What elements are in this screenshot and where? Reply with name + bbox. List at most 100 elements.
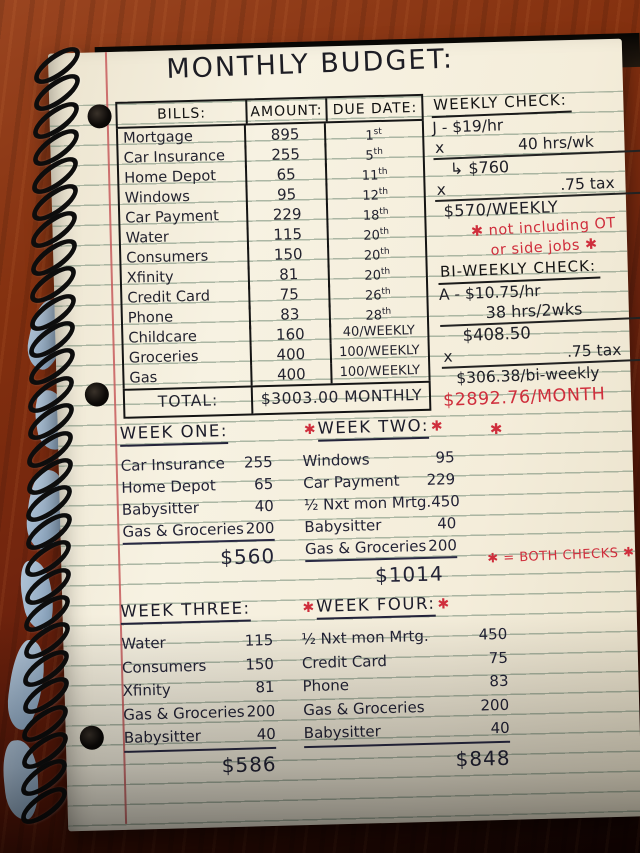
due-suffix: th	[379, 206, 389, 218]
expense-name: Home Depot	[121, 476, 216, 497]
due-suffix: th	[378, 166, 388, 178]
page-title: MONTHLY BUDGET:	[165, 43, 455, 86]
expense-amount: 229	[426, 470, 456, 489]
paycheck-column: WEEKLY CHECK: J - $19/hr x 40 hrs/wk ↳ $…	[430, 87, 640, 413]
due-suffix: th	[378, 186, 389, 198]
due-suffix: th	[380, 246, 390, 258]
list-item: ½ Nxt mon Mrtg. 450	[303, 490, 461, 516]
expense-name: Gas & Groceries	[122, 519, 245, 541]
week-two-section: ✱WEEK TWO: ✱ Windows 95 Car Payment 229 ½ N…	[302, 415, 461, 589]
expense-amount: 200	[246, 701, 276, 721]
expense-name: Consumers	[121, 656, 207, 677]
expense-name: Babysitter	[304, 516, 382, 537]
expense-amount: 83	[489, 671, 509, 691]
expense-name: ½ Nxt mon Mrtg.	[301, 626, 429, 649]
due-suffix: th	[381, 306, 392, 317]
bill-amount: 400	[252, 363, 333, 386]
bills-table-body: Mortgage 895 1st Car Insurance 255 5th Home …	[115, 120, 431, 389]
expense-amount: 40	[490, 718, 510, 738]
bill-due-date: 100/WEEKLY	[332, 361, 427, 383]
multiply-sign: x	[436, 180, 447, 199]
list-item: Gas & Groceries 200	[122, 516, 275, 545]
bills-table: BILLS: AMOUNT: DUE DATE: Mortgage 895 1st …	[115, 93, 432, 419]
expense-amount: 81	[255, 677, 275, 697]
weekly-gross-value: $760	[468, 157, 510, 178]
total-label: TOTAL:	[124, 387, 254, 417]
expense-name: Gas & Groceries	[304, 536, 427, 559]
bill-due-date: 40/WEEKLY	[331, 321, 426, 343]
column-header-amount: AMOUNT:	[247, 98, 328, 124]
multiply-sign: x	[443, 347, 453, 366]
expense-name: Windows	[302, 450, 370, 471]
due-suffix: th	[380, 266, 391, 278]
expense-amount: 255	[243, 452, 273, 472]
expense-name: Phone	[302, 675, 350, 696]
week-two-heading: WEEK TWO:	[317, 415, 430, 442]
due-suffix: th	[381, 286, 391, 297]
week-one-section: WEEK ONE: Car Insurance 255 Home Depot 65 …	[119, 420, 276, 572]
asterisk-icon: ✱	[437, 596, 450, 613]
expense-name: Xfinity	[122, 680, 172, 700]
list-item: Consumers 150	[122, 652, 275, 679]
asterisk-icon: ✱	[489, 419, 503, 439]
list-item: Car Insurance 255	[120, 451, 273, 477]
expense-amount: 95	[435, 448, 455, 467]
due-suffix: th	[379, 226, 390, 238]
multiply-sign: x	[434, 138, 445, 158]
list-item: Gas & Groceries 200	[304, 534, 458, 563]
due-suffix: st	[373, 126, 382, 138]
bill-amount: 160	[251, 323, 332, 346]
expense-name: Car Insurance	[120, 454, 226, 475]
expense-name: ½ Nxt mon Mrtg.	[303, 492, 432, 515]
expense-name: Babysitter	[303, 722, 382, 743]
expense-amount: 200	[428, 536, 458, 555]
expense-amount: 450	[478, 624, 508, 644]
week-three-section: WEEK THREE: Water 115 Consumers 150 Xfinit…	[120, 598, 277, 779]
expense-name: Babysitter	[123, 726, 202, 747]
arrow-icon: ↳	[449, 158, 464, 179]
expense-amount: 115	[244, 630, 274, 650]
week-one-total: $560	[219, 543, 276, 570]
expense-amount: 40	[256, 724, 277, 744]
hole-punch	[84, 382, 110, 407]
list-item: Babysitter 40	[123, 722, 277, 753]
bill-name: Gas	[124, 365, 253, 389]
due-value: 40/WEEKLY	[342, 323, 416, 341]
due-value: 100/WEEKLY	[338, 343, 420, 361]
expense-amount: 40	[437, 514, 457, 533]
asterisk-icon: ✱	[302, 599, 315, 617]
bill-due-date: 100/WEEKLY	[332, 341, 427, 363]
due-suffix: th	[373, 146, 383, 158]
week-one-heading: WEEK ONE:	[119, 421, 229, 447]
expense-amount: 75	[488, 648, 509, 667]
bill-amount: 400	[251, 343, 333, 366]
list-item: Babysitter 40	[303, 716, 511, 748]
week-four-heading: WEEK FOUR:	[315, 593, 436, 620]
hole-punch	[79, 725, 105, 751]
due-value: 100/WEEKLY	[339, 363, 421, 381]
column-header-due-date: DUE DATE:	[332, 99, 418, 118]
notebook-page: MONTHLY BUDGET: BILLS: AMOUNT: DUE DATE:…	[47, 38, 640, 832]
expense-name: Water	[121, 633, 166, 653]
week-three-heading: WEEK THREE:	[120, 598, 251, 625]
column-header-bills: BILLS:	[117, 100, 248, 127]
expense-amount: 150	[245, 654, 275, 674]
expense-name: Car Payment	[303, 471, 400, 493]
expense-amount: 40	[254, 496, 275, 516]
expense-name: Gas & Groceries	[123, 702, 245, 724]
asterisk-icon: ✱	[430, 418, 443, 435]
expense-amount: 200	[245, 518, 275, 538]
expense-name: Gas & Groceries	[302, 697, 425, 719]
list-item: Gas & Groceries 200	[123, 699, 276, 726]
total-value: $3003.00 MONTHLY	[260, 385, 423, 409]
expense-name: Credit Card	[301, 651, 388, 672]
expense-amount: 65	[253, 474, 274, 494]
week-two-total: $1014	[374, 561, 444, 588]
expense-amount: 450	[430, 492, 461, 511]
week-four-section: ✱WEEK FOUR: ✱ ½ Nxt mon Mrtg. 450 Credit C…	[300, 592, 511, 775]
asterisk-icon: ✱	[303, 421, 316, 439]
expense-amount: 200	[480, 695, 510, 715]
expense-name: Babysitter	[121, 498, 200, 519]
week-three-total: $586	[221, 751, 277, 777]
